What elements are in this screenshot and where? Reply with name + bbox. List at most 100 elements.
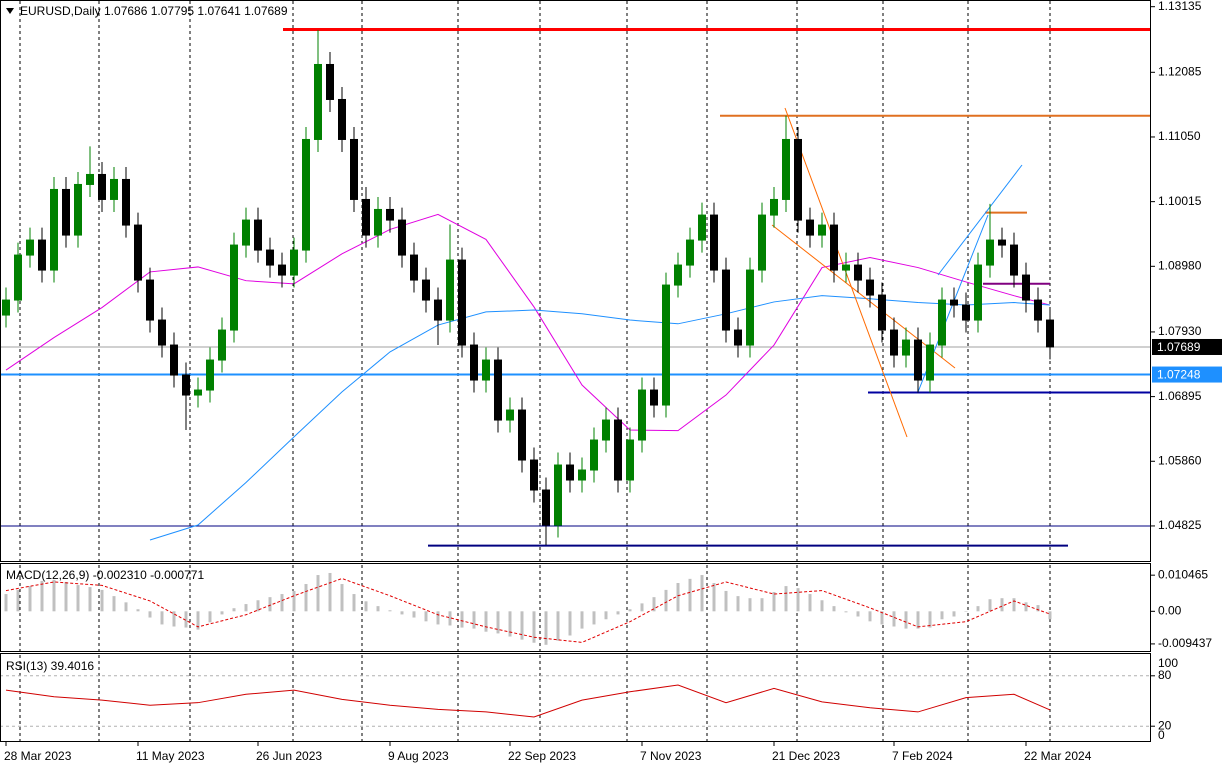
candle-body: [602, 419, 610, 441]
candle-body: [422, 279, 430, 301]
candle-body: [902, 339, 910, 356]
macd-bar: [4, 594, 8, 612]
line-series: [5, 213, 1051, 432]
candle-body: [542, 489, 550, 526]
macd-bar: [940, 611, 944, 620]
macd-bar: [124, 602, 128, 612]
candle-body: [722, 269, 730, 331]
candle-body: [566, 464, 574, 481]
macd-bar: [88, 587, 92, 612]
candle-body: [674, 264, 682, 286]
x-tick-label: 9 Aug 2023: [388, 749, 449, 763]
macd-bar: [1024, 602, 1028, 612]
candle-body: [938, 299, 946, 346]
x-tick-label: 28 Mar 2023: [4, 749, 72, 763]
y-tick-label: 1.08980: [1158, 258, 1202, 272]
macd-bar: [28, 586, 32, 612]
candle-body: [974, 264, 982, 321]
macd-bar: [1012, 598, 1016, 612]
candle-body: [134, 224, 142, 281]
macd-bar: [1036, 605, 1040, 612]
price-tag-label: 1.07248: [1157, 368, 1201, 382]
y-tick-label: 1.06895: [1158, 389, 1202, 403]
candle-body: [26, 239, 34, 256]
candle-body: [278, 264, 286, 276]
candle-body: [950, 299, 958, 306]
candle-body: [206, 359, 214, 391]
macd-panel-border: [0, 563, 1151, 652]
candle-body: [842, 264, 850, 271]
candle-body: [242, 219, 250, 246]
macd-bar: [844, 611, 848, 613]
macd-bar: [196, 611, 200, 630]
candle-body: [986, 239, 994, 266]
candle-body: [434, 299, 442, 321]
macd-bar: [928, 611, 932, 628]
candle-body: [158, 319, 166, 346]
macd-bar: [688, 578, 692, 612]
macd-bar: [652, 597, 656, 612]
macd-bar: [784, 586, 788, 612]
candle-body: [218, 329, 226, 361]
macd-bar: [388, 610, 392, 612]
candle-body: [410, 254, 418, 281]
macd-bar: [904, 611, 908, 629]
candle-body: [698, 214, 706, 241]
macd-bar: [100, 589, 104, 612]
macd-bar: [376, 606, 380, 612]
candle-body: [914, 339, 922, 381]
y-tick-label: 100: [1158, 656, 1178, 670]
macd-bar: [52, 579, 56, 612]
candle-body: [74, 183, 82, 236]
y-tick-label: -0.009437: [1158, 636, 1212, 650]
macd-bar: [664, 589, 668, 612]
candle-body: [770, 198, 778, 216]
price-tag: [1152, 366, 1222, 383]
candle-body: [86, 173, 94, 185]
macd-bar: [964, 611, 968, 612]
candle-body: [398, 219, 406, 256]
candle-body: [110, 178, 118, 200]
candle-body: [230, 244, 238, 331]
candle-body: [746, 269, 754, 346]
candle-body: [482, 359, 490, 381]
candle-body: [1022, 274, 1030, 301]
plot-layers: [0, 27, 1150, 727]
macd-bar: [172, 611, 176, 627]
macd-bar: [712, 582, 716, 612]
candle-body: [926, 344, 934, 381]
macd-bar: [220, 611, 224, 615]
chart-title: EURUSD,Daily 1.07686 1.07795 1.07641 1.0…: [20, 4, 288, 18]
candle-body: [1034, 299, 1042, 321]
macd-bar: [412, 611, 416, 618]
candle-body: [326, 63, 334, 100]
candle-body: [494, 359, 502, 421]
candle-body: [314, 63, 322, 140]
macd-bar: [304, 584, 308, 612]
x-tick-label: 7 Nov 2023: [640, 749, 702, 763]
macd-bar: [340, 584, 344, 612]
candle-body: [458, 259, 466, 346]
macd-bar: [868, 611, 872, 622]
macd-bar: [772, 591, 776, 612]
line-series: [149, 295, 1051, 541]
macd-bar: [136, 609, 140, 612]
candle-body: [1010, 244, 1018, 276]
macd-bar: [448, 611, 452, 626]
candle-body: [50, 188, 58, 271]
macd-bar: [268, 597, 272, 612]
candle-body: [878, 294, 886, 331]
menu-arrow: [6, 8, 14, 14]
y-tick-label: 1.05860: [1158, 453, 1202, 467]
price-tag-label: 1.07689: [1157, 340, 1201, 354]
macd-bar: [292, 590, 296, 612]
macd-bar: [424, 611, 428, 622]
candle-body: [794, 138, 802, 221]
macd-bar: [352, 594, 356, 612]
candle-body: [662, 284, 670, 406]
macd-bar: [676, 582, 680, 612]
candle-body: [350, 138, 358, 200]
candle-body: [194, 389, 202, 396]
